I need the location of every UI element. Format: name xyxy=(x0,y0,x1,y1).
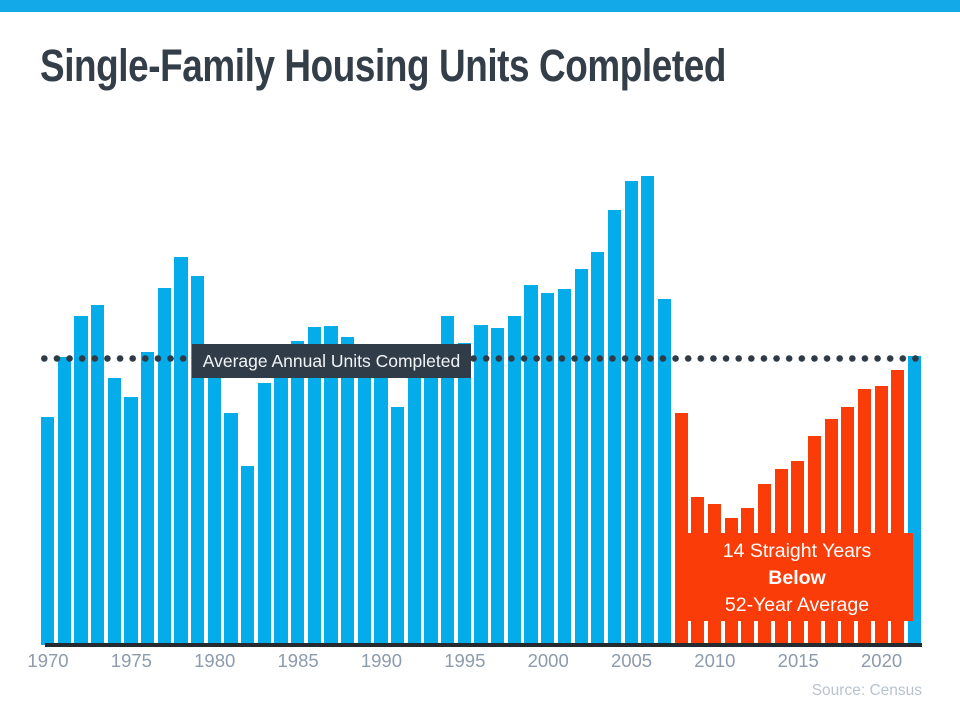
bar-2002 xyxy=(574,269,588,645)
bar-2006 xyxy=(641,175,655,645)
x-axis-labels: 1970 1975 1980 1985 1990 1995 2000 2005 2010 2015… xyxy=(27,650,924,673)
chart-title: Single-Family Housing Units Completed xyxy=(40,40,726,91)
bar-1972 xyxy=(74,315,88,645)
x-tick-1985: 1985 xyxy=(277,650,319,671)
bar-chart: Average Annual Units Completed 14 Straig… xyxy=(38,155,924,647)
bar-1990 xyxy=(374,370,388,645)
bar-1997 xyxy=(491,328,505,645)
bar-2004 xyxy=(607,210,622,645)
bar-1987 xyxy=(324,326,338,645)
bar-2007 xyxy=(657,299,672,645)
bar-1974 xyxy=(107,378,121,645)
bar-1998 xyxy=(507,315,521,645)
average-dotted-line xyxy=(38,354,924,362)
annotation-line-3: 52-Year Average xyxy=(724,594,870,616)
bar-1978 xyxy=(174,256,188,645)
bar-1977 xyxy=(157,288,171,645)
x-tick-1990: 1990 xyxy=(360,650,403,671)
bar-2000 xyxy=(541,292,555,645)
bar-1975 xyxy=(124,396,138,645)
bar-2003 xyxy=(591,251,605,645)
x-tick-2015: 2015 xyxy=(777,650,819,671)
bar-1985 xyxy=(291,340,305,645)
bar-1984 xyxy=(274,354,288,645)
x-tick-2005: 2005 xyxy=(610,650,653,671)
bar-1979 xyxy=(191,275,205,645)
source-note: Source: Census xyxy=(811,682,922,699)
bar-2005 xyxy=(624,180,638,645)
bar-1980 xyxy=(207,373,221,645)
x-tick-1970: 1970 xyxy=(27,650,69,671)
bar-1991 xyxy=(391,407,405,645)
bar-1971 xyxy=(57,357,71,645)
bar-1993 xyxy=(424,350,438,645)
x-axis-line xyxy=(45,642,922,647)
bar-2001 xyxy=(557,288,572,645)
x-tick-2020: 2020 xyxy=(861,650,903,671)
bar-1970 xyxy=(41,417,55,645)
bar-1996 xyxy=(474,324,488,645)
annotation-line-1: 14 Straight Years xyxy=(722,540,872,562)
bar-1973 xyxy=(91,305,105,645)
bar-1995 xyxy=(457,342,471,645)
average-line-label: Average Annual Units Completed xyxy=(192,344,471,378)
bar-1988 xyxy=(341,337,355,645)
bar-1982 xyxy=(241,465,255,645)
bar-1986 xyxy=(307,327,321,645)
bar-1989 xyxy=(357,353,371,645)
top-accent-bar xyxy=(0,0,960,12)
bar-1976 xyxy=(141,351,155,645)
x-tick-2010: 2010 xyxy=(694,650,736,671)
bar-1981 xyxy=(224,412,238,645)
bar-1994 xyxy=(441,315,455,645)
bar-1992 xyxy=(407,371,421,645)
x-tick-1995: 1995 xyxy=(444,650,486,671)
bar-1983 xyxy=(257,382,271,645)
annotation-line-2: Below xyxy=(768,567,826,589)
below-average-annotation: 14 Straight Years Below 52-Year Average xyxy=(681,533,913,621)
x-tick-2000: 2000 xyxy=(527,650,569,671)
x-tick-1980: 1980 xyxy=(194,650,236,671)
x-tick-1975: 1975 xyxy=(110,650,152,671)
bar-1999 xyxy=(524,284,538,645)
